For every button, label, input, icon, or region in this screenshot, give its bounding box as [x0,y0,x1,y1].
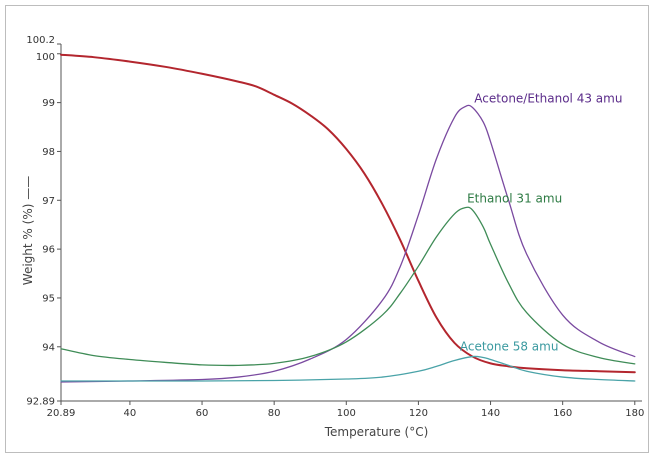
y-tick-label: 100 [36,52,55,63]
chart-frame [5,5,649,453]
y-tick-label: 92.89 [26,397,55,408]
ethanol-31-amu-line [60,206,636,367]
annotation-acetone-58-amu: Acetone 58 amu [460,340,559,354]
y-tick-label: 100.2 [26,35,55,46]
y-axis-label: Weight % (%) —— [21,176,35,285]
x-tick-label: 80 [268,408,281,419]
y-tick-label: 97 [42,196,55,207]
x-axis-label: Temperature (°C) [324,425,429,439]
y-tick-label: 95 [42,293,55,304]
x-tick-label: 60 [196,408,209,419]
weight-percent-line [60,53,636,374]
x-tick-label: 140 [481,408,500,419]
y-tick-label: 99 [42,98,55,109]
acetone-ethanol-43-amu-line [60,104,636,383]
x-tick-label: 160 [553,408,572,419]
annotation-acetone-ethanol-43-amu: Acetone/Ethanol 43 amu [474,92,622,106]
annotations: Acetone/Ethanol 43 amu Ethanol 31 amu Acet… [460,92,623,354]
x-tick-label: 120 [409,408,428,419]
annotation-ethanol-31-amu: Ethanol 31 amu [467,192,562,206]
x-tick-label: 100 [337,408,356,419]
y-tick-label: 98 [42,147,55,158]
x-tick-label: 180 [625,408,644,419]
x-ticks: 20.89 40 60 80 100 120 140 160 180 [47,401,644,419]
x-tick-label: 40 [124,408,137,419]
y-tick-label: 96 [42,245,55,256]
x-tick-label: 20.89 [47,408,76,419]
y-tick-label: 94 [42,342,55,353]
series-lines [60,53,636,383]
acetone-58-amu-line [60,355,636,382]
y-ticks: 92.89 94 95 96 97 98 99 100 100.2 [26,35,61,408]
axes [60,44,642,402]
